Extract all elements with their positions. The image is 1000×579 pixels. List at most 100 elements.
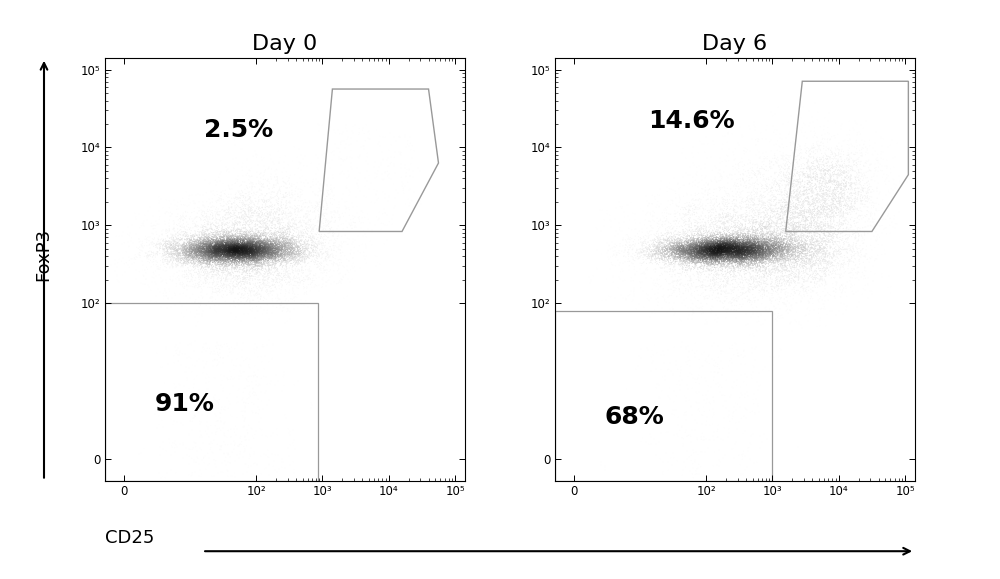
- Point: [735, 243, 751, 252]
- Point: [748, 243, 764, 252]
- Point: [652, 263, 668, 272]
- Point: [274, 239, 290, 248]
- Point: [639, 245, 655, 255]
- Point: [701, 292, 717, 301]
- Point: [847, 167, 863, 176]
- Point: [368, 189, 384, 199]
- Point: [673, 241, 689, 251]
- Point: [763, 273, 779, 282]
- Point: [230, 244, 246, 254]
- Point: [193, 257, 209, 266]
- Point: [837, 253, 853, 262]
- Point: [299, 282, 315, 291]
- Point: [220, 252, 236, 261]
- Point: [210, 239, 226, 248]
- Point: [708, 195, 724, 204]
- Point: [710, 241, 726, 251]
- Point: [166, 233, 182, 243]
- Point: [799, 186, 815, 196]
- Point: [198, 248, 214, 258]
- Point: [279, 196, 295, 205]
- Point: [250, 254, 266, 263]
- Point: [237, 208, 253, 217]
- Point: [196, 241, 212, 251]
- Point: [817, 159, 833, 168]
- Point: [782, 179, 798, 189]
- Point: [248, 380, 264, 390]
- Point: [763, 184, 779, 193]
- Point: [226, 248, 242, 257]
- Point: [252, 244, 268, 254]
- Point: [295, 232, 311, 241]
- Point: [718, 243, 734, 252]
- Point: [758, 184, 774, 193]
- Point: [287, 258, 303, 267]
- Point: [785, 186, 801, 196]
- Point: [715, 243, 731, 252]
- Point: [636, 239, 652, 248]
- Point: [702, 421, 718, 430]
- Point: [729, 243, 745, 252]
- Point: [333, 255, 349, 265]
- Point: [671, 250, 687, 259]
- Point: [751, 262, 767, 271]
- Point: [208, 245, 224, 255]
- Point: [680, 241, 696, 250]
- Point: [196, 240, 212, 249]
- Point: [272, 224, 288, 233]
- Point: [727, 237, 743, 246]
- Point: [285, 253, 301, 262]
- Point: [238, 189, 254, 198]
- Point: [228, 226, 244, 236]
- Point: [722, 221, 738, 230]
- Point: [672, 243, 688, 252]
- Point: [848, 173, 864, 182]
- Point: [686, 229, 702, 239]
- Point: [703, 249, 719, 258]
- Point: [192, 241, 208, 251]
- Point: [208, 248, 224, 258]
- Point: [662, 264, 678, 273]
- Point: [722, 243, 738, 252]
- Point: [728, 215, 744, 225]
- Point: [593, 460, 609, 470]
- Point: [266, 239, 282, 248]
- Point: [708, 310, 724, 320]
- Point: [729, 291, 745, 300]
- Point: [805, 200, 821, 209]
- Point: [309, 224, 325, 233]
- Point: [788, 222, 804, 232]
- Point: [684, 259, 700, 268]
- Point: [258, 234, 274, 244]
- Point: [670, 250, 686, 259]
- Point: [257, 278, 273, 288]
- Point: [735, 240, 751, 250]
- Point: [213, 241, 229, 250]
- Point: [703, 205, 719, 214]
- Point: [711, 247, 727, 256]
- Point: [786, 244, 802, 254]
- Point: [222, 208, 238, 218]
- Point: [242, 239, 258, 248]
- Point: [711, 237, 727, 246]
- Point: [727, 234, 743, 243]
- Point: [205, 242, 221, 251]
- Point: [222, 251, 238, 260]
- Point: [223, 245, 239, 255]
- Point: [277, 234, 293, 244]
- Point: [848, 156, 864, 165]
- Point: [245, 231, 261, 240]
- Point: [208, 239, 224, 248]
- Point: [245, 255, 261, 265]
- Point: [238, 219, 254, 229]
- Point: [715, 239, 731, 248]
- Point: [215, 225, 231, 234]
- Point: [380, 153, 396, 163]
- Point: [239, 246, 255, 255]
- Point: [722, 237, 738, 247]
- Point: [627, 210, 643, 219]
- Point: [246, 237, 262, 247]
- Point: [259, 244, 275, 254]
- Point: [702, 244, 718, 253]
- Point: [733, 214, 749, 223]
